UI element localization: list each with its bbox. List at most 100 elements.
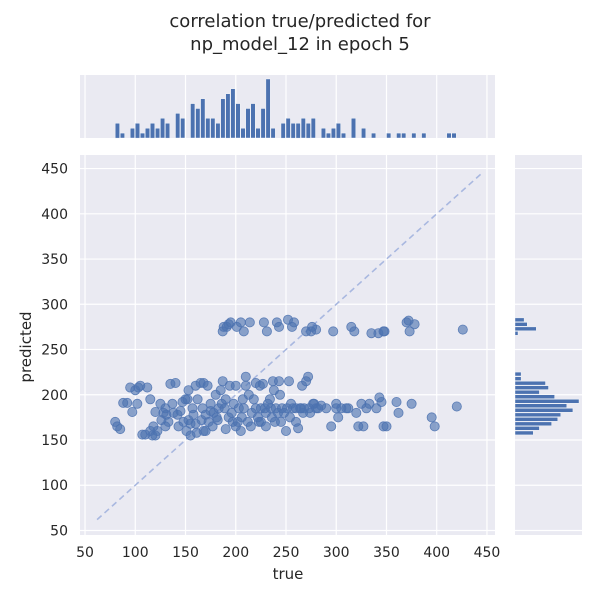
- marginal-y-bar: [514, 326, 537, 331]
- marginal-x-bar: [446, 132, 452, 139]
- marginal-x-bar: [150, 123, 155, 139]
- scatter-point: [391, 396, 402, 407]
- scatter-point: [248, 394, 259, 405]
- scatter-point: [220, 394, 231, 405]
- scatter-point: [351, 407, 362, 418]
- scatter-point: [163, 416, 174, 427]
- scatter-point: [343, 403, 354, 414]
- scatter-point: [182, 394, 193, 405]
- marginal-x-bar: [451, 132, 457, 139]
- marginal-x-bar: [225, 93, 231, 139]
- scatter-point: [349, 326, 360, 337]
- marginal-x-bar: [145, 127, 150, 139]
- marginal-y-bar: [514, 322, 528, 327]
- marginal-x-bar: [255, 127, 261, 139]
- scatter-point: [220, 424, 231, 435]
- marginal-x-bar: [371, 132, 376, 139]
- scatter-point: [217, 376, 228, 387]
- scatter-point: [381, 421, 392, 432]
- main-grid: [80, 155, 495, 535]
- marginal-x-bar: [331, 127, 336, 139]
- scatter-point: [142, 382, 153, 393]
- scatter-point: [212, 415, 223, 426]
- x-tick-label: 350: [373, 545, 400, 561]
- marginal-x-bar: [175, 113, 181, 139]
- marginal-y-histogram: [514, 155, 582, 535]
- scatter-point: [404, 326, 415, 337]
- y-tick-label: 300: [41, 297, 68, 313]
- marginal-x-bar: [114, 123, 120, 139]
- marginal-x-bar: [285, 118, 291, 139]
- y-tick-label: 100: [41, 478, 68, 494]
- scatter-panel: 50 100 150 200 250 300 350 400 450 50 100 150 200 25…: [41, 155, 500, 561]
- marginal-y-bars: [514, 317, 580, 436]
- x-tick-label: 200: [222, 545, 249, 561]
- marginal-y-bar: [514, 399, 580, 404]
- scatter-point: [393, 407, 404, 418]
- marginal-x-bar: [190, 103, 196, 139]
- scatter-point: [358, 421, 369, 432]
- scatter-point: [409, 319, 420, 330]
- marginal-x-bar: [235, 103, 241, 139]
- scatter-point: [275, 416, 286, 427]
- scatter-point: [274, 389, 285, 400]
- marginal-x-grid: [84, 75, 488, 138]
- scatter-point: [244, 317, 255, 328]
- marginal-x-bar: [295, 123, 301, 139]
- scatter-point: [264, 394, 275, 405]
- marginal-y-bar: [514, 426, 540, 431]
- marginal-x-bar: [341, 132, 346, 139]
- scatter-points: [110, 314, 468, 441]
- x-tick-label: 300: [323, 545, 350, 561]
- y-tick-label: 150: [41, 433, 68, 449]
- scatter-point: [260, 421, 271, 432]
- marginal-x-bar: [396, 132, 402, 139]
- y-tick-label: 450: [41, 162, 68, 178]
- scatter-point: [376, 396, 387, 407]
- marginal-y-bar: [514, 317, 525, 322]
- marginal-x-bar: [140, 132, 145, 139]
- scatter-point: [451, 401, 462, 412]
- marginal-x-bar: [250, 103, 256, 139]
- marginal-y-bar: [514, 381, 546, 386]
- scatter-point: [303, 371, 314, 382]
- scatter-point: [202, 380, 213, 391]
- marginal-x-bar: [321, 127, 326, 139]
- x-tick-label: 50: [76, 545, 94, 561]
- marginal-x-bar: [290, 123, 296, 139]
- marginal-y-bar: [514, 394, 555, 399]
- marginal-x-bar: [421, 132, 427, 139]
- chart-title-line-1: correlation true/predicted for: [169, 11, 431, 32]
- marginal-x-bars: [114, 78, 457, 139]
- scatter-point: [293, 423, 304, 434]
- y-tick-label: 200: [41, 388, 68, 404]
- scatter-point: [426, 412, 437, 423]
- scatter-point: [230, 380, 241, 391]
- scatter-point: [188, 409, 199, 420]
- marginal-x-bar: [195, 108, 201, 139]
- y-axis-label: predicted: [17, 311, 35, 382]
- scatter-point: [311, 324, 322, 335]
- marginal-x-bar: [260, 108, 266, 139]
- scatter-point: [326, 421, 337, 432]
- marginal-y-bar: [514, 331, 519, 336]
- marginal-y-bar: [514, 390, 540, 395]
- scatter-point: [238, 403, 249, 414]
- scatter-point: [257, 378, 268, 389]
- marginal-x-bar: [386, 132, 392, 139]
- marginal-x-histogram: [80, 75, 495, 139]
- marginal-x-bar: [300, 118, 306, 139]
- x-tick-label: 150: [172, 545, 199, 561]
- marginal-x-bar: [336, 123, 341, 139]
- marginal-x-bar: [200, 98, 206, 139]
- scatter-point: [152, 425, 163, 436]
- marginal-x-bar: [210, 118, 216, 139]
- scatter-point: [379, 326, 390, 337]
- scatter-point: [328, 326, 339, 337]
- y-tick-label: 350: [41, 252, 68, 268]
- marginal-x-bar: [220, 98, 226, 139]
- identity-line: [96, 172, 483, 521]
- scatter-point: [132, 398, 143, 409]
- marginal-y-bar: [514, 385, 549, 390]
